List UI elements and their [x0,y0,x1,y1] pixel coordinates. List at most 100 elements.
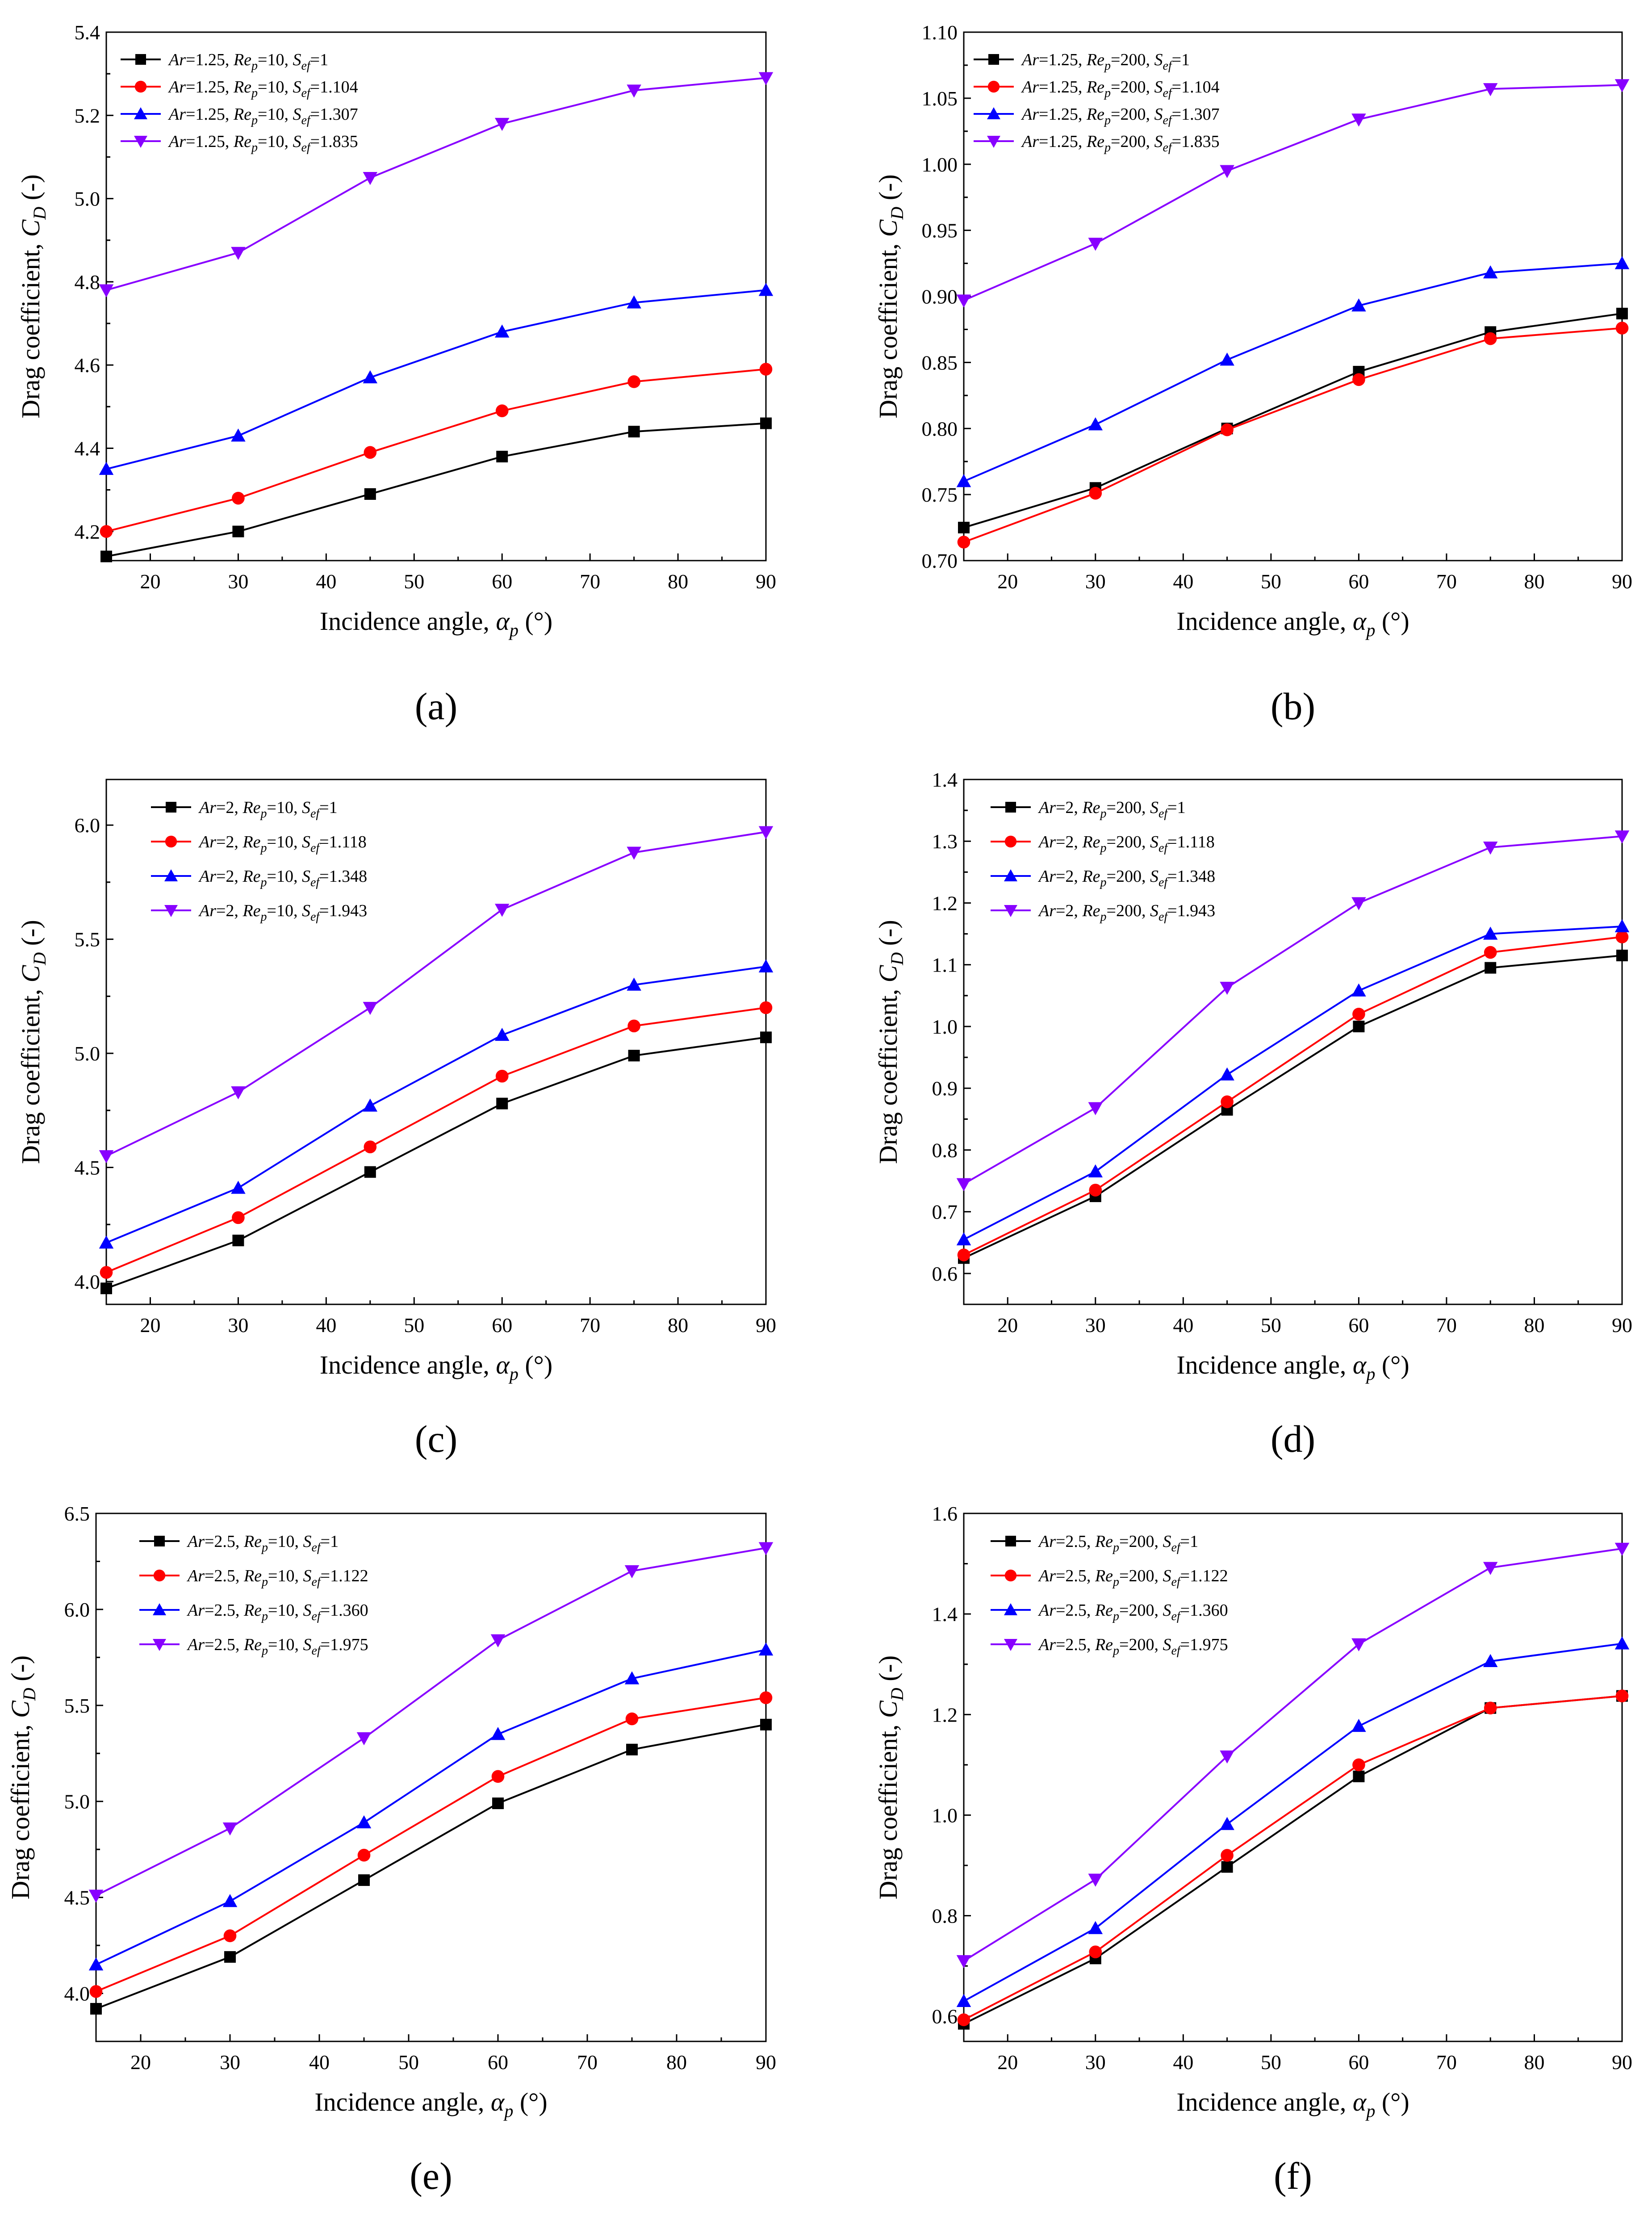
legend-entry: Ar=2, Rep=200, Sef=1.348 [1037,867,1215,889]
legend-marker [134,136,147,148]
x-tick-label: 70 [580,570,600,593]
y-tick-label: 4.0 [75,1270,100,1293]
y-tick-label: 4.0 [64,1982,90,2005]
x-tick-label: 50 [404,570,424,593]
x-tick-label: 30 [220,2051,240,2074]
data-point [222,1822,238,1836]
series-line [106,965,766,1244]
data-point [231,428,246,442]
legend-entry: Ar=1.25, Rep=200, Sef=1.307 [1020,105,1220,127]
x-tick-label: 80 [668,570,688,593]
legend-entry: Ar=2.5, Rep=10, Sef=1 [186,1532,339,1555]
data-point [1352,1758,1365,1772]
legend-entry: Ar=2, Rep=200, Sef=1.943 [1037,901,1215,924]
y-tick-label: 1.1 [932,954,958,976]
x-tick-label: 40 [1173,2051,1193,2074]
series-4 [88,1542,774,1903]
legend-entry: Ar=2.5, Rep=10, Sef=1.122 [186,1567,368,1589]
series-line [963,1695,1623,2021]
y-tick-label: 1.00 [922,153,958,176]
legend-marker [166,802,176,813]
data-point [232,491,245,505]
x-tick-label: 70 [1436,2051,1457,2074]
series-2 [100,1001,773,1279]
data-point [758,1542,774,1555]
data-point [1088,1921,1103,1934]
panel-caption: (b) [1271,685,1315,728]
data-point [628,426,640,438]
series-4 [956,830,1630,1191]
data-point [627,846,641,860]
y-axis-label: Drag coefficient, CD (-) [874,174,907,418]
data-point [758,826,774,839]
data-point [231,247,246,260]
data-point [1483,926,1498,940]
series-line [963,312,1623,528]
data-point [357,1848,371,1862]
y-tick-label: 0.8 [932,1905,958,1927]
data-point [956,1955,971,1969]
x-tick-label: 20 [140,1314,160,1337]
y-tick-label: 5.5 [75,928,100,951]
y-tick-label: 5.0 [75,1042,100,1065]
legend-entry: Ar=1.25, Rep=10, Sef=1.104 [167,78,358,100]
x-tick-label: 50 [1261,1314,1281,1337]
data-point [625,1712,639,1726]
data-point [364,488,376,500]
series-4 [956,1542,1630,1969]
data-point [1221,1849,1234,1862]
x-tick-label: 40 [316,1314,336,1337]
series-line [963,327,1623,543]
x-tick-label: 80 [668,1314,688,1337]
legend-marker [1004,1569,1017,1582]
series-line [96,1697,766,1993]
x-axis-label: Incidence angle, αp (°) [1176,1350,1409,1384]
y-tick-label: 6.0 [64,1598,90,1621]
data-point [363,1001,378,1015]
legend-marker [1004,1603,1017,1615]
y-axis-label: Drag coefficient, CD (-) [874,920,907,1164]
chart-panel-c: 20 30 40 50 60 70 80 90 4.0 4.5 5.0 5.5 6.0 Incidence… [16,779,776,1460]
x-tick-label: 70 [1436,570,1457,593]
series-4 [956,79,1630,308]
series-4 [99,826,774,1164]
data-point [758,283,774,296]
data-point [364,1140,377,1153]
data-point [759,1001,773,1014]
series-line [963,936,1623,1256]
y-tick-label: 5.2 [75,104,100,127]
legend-marker [154,1536,165,1546]
data-point [1614,79,1630,92]
y-tick-label: 0.8 [932,1139,958,1161]
y-tick-label: 0.6 [932,2005,958,2028]
data-point [759,1691,773,1704]
panel-caption: (e) [410,2154,452,2197]
y-tick-label: 4.2 [75,520,100,543]
series-line [106,831,766,1157]
x-tick-label: 30 [228,1314,248,1337]
data-point [1615,1689,1629,1702]
y-tick-label: 6.0 [75,814,100,837]
data-point [232,1234,244,1246]
x-tick-label: 90 [756,570,776,593]
data-point [100,1282,112,1295]
y-tick-label: 0.70 [922,549,958,572]
x-tick-label: 60 [1348,2051,1369,2074]
x-tick-label: 60 [1348,570,1369,593]
x-tick-label: 30 [1085,570,1106,593]
series-line [963,954,1623,1259]
panel-caption: (a) [415,685,457,728]
plot-frame [963,1513,1623,2042]
legend-marker [165,835,177,848]
series-line [106,422,766,557]
data-point [99,461,114,475]
legend-entry: Ar=1.25, Rep=10, Sef=1.307 [167,105,358,127]
y-tick-label: 0.90 [922,285,958,308]
series-line [963,1643,1623,2002]
x-tick-label: 20 [997,2051,1018,2074]
data-point [224,1951,236,1963]
legend-marker [153,1569,166,1582]
data-point [1614,830,1630,844]
series-2 [957,322,1629,549]
data-point [1089,1183,1102,1197]
